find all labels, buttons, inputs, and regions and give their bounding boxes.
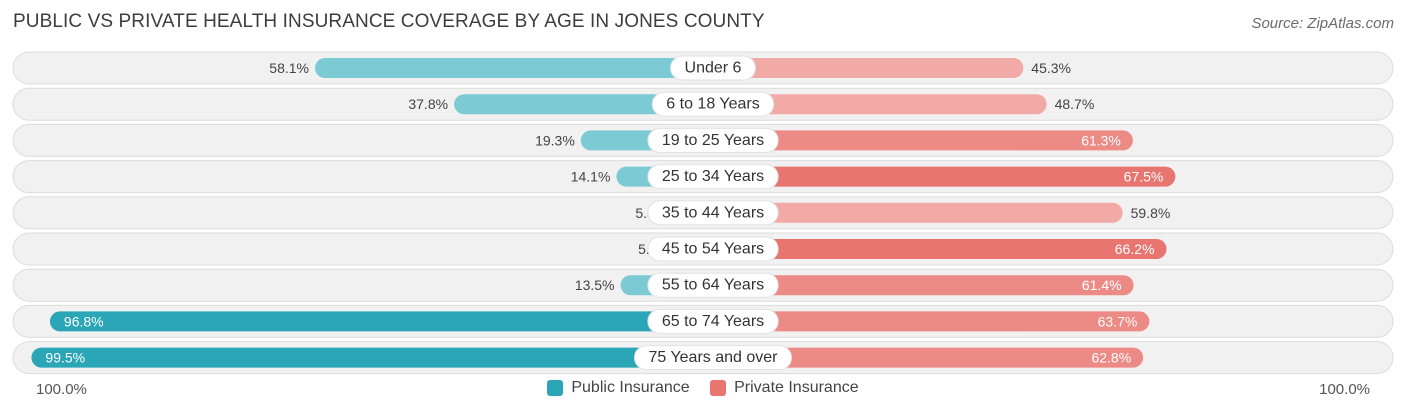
category-label-pill [647, 200, 779, 226]
public-value-label: 58.1% [269, 60, 309, 76]
category-label-pill [647, 164, 779, 190]
public-value-label: 13.5% [575, 277, 615, 293]
legend-label-private: Private Insurance [734, 379, 859, 396]
chart-title: PUBLIC VS PRIVATE HEALTH INSURANCE COVER… [13, 11, 765, 32]
private-value-label: 63.7% [1098, 313, 1138, 329]
legend-label-public: Public Insurance [571, 379, 690, 396]
legend: Public Insurance Private Insurance [0, 379, 1406, 401]
public-bar [454, 94, 713, 115]
private-bar [713, 311, 1150, 332]
category-label: 19 to 25 Years [662, 132, 764, 149]
category-label: 25 to 34 Years [662, 168, 764, 185]
public-bar [49, 311, 714, 332]
public-bar [315, 58, 713, 78]
category-label: 45 to 54 Years [662, 241, 764, 258]
private-value-label: 67.5% [1124, 169, 1164, 185]
category-label: 6 to 18 Years [666, 96, 759, 113]
private-bar [713, 275, 1134, 296]
public-value-label: 96.8% [64, 313, 104, 329]
category-label: 75 Years and over [649, 349, 779, 366]
category-label-pill [647, 308, 779, 334]
public-value-label: 99.5% [45, 350, 85, 366]
source-label: Source: ZipAtlas.com [1251, 15, 1394, 32]
category-label-pill [651, 91, 775, 117]
axis-right-label: 100.0% [1319, 381, 1370, 398]
category-label-pill [647, 272, 779, 298]
private-value-label: 61.4% [1082, 277, 1122, 293]
private-bar [713, 166, 1176, 187]
category-label: 65 to 74 Years [662, 313, 764, 330]
private-value-label: 45.3% [1031, 60, 1071, 76]
private-bar [713, 58, 1024, 78]
private-value-label: 66.2% [1115, 241, 1155, 257]
private-bar [713, 94, 1047, 115]
private-bar [713, 202, 1123, 223]
legend-swatch-private [710, 380, 727, 396]
legend-item-private[interactable]: Private Insurance [710, 379, 859, 397]
public-value-label: 37.8% [408, 96, 448, 112]
category-label-pill [634, 345, 792, 371]
category-label: 55 to 64 Years [662, 277, 764, 294]
category-label: Under 6 [685, 60, 742, 77]
legend-item-public[interactable]: Public Insurance [547, 379, 690, 397]
public-value-label: 14.1% [571, 169, 611, 185]
private-bar [713, 347, 1144, 368]
private-value-label: 62.8% [1091, 350, 1131, 366]
category-label-pill [647, 236, 779, 262]
category-label-pill [670, 55, 756, 81]
private-value-label: 59.8% [1131, 205, 1171, 221]
public-bar [31, 347, 714, 368]
legend-swatch-public [547, 380, 564, 396]
category-label: 35 to 44 Years [662, 204, 764, 221]
public-value-label: 19.3% [535, 132, 575, 148]
private-bar [713, 130, 1133, 151]
private-value-label: 48.7% [1055, 96, 1095, 112]
category-label-pill [647, 127, 779, 153]
private-value-label: 61.3% [1081, 132, 1121, 148]
axis-left-label: 100.0% [36, 381, 87, 398]
private-bar [713, 239, 1167, 259]
